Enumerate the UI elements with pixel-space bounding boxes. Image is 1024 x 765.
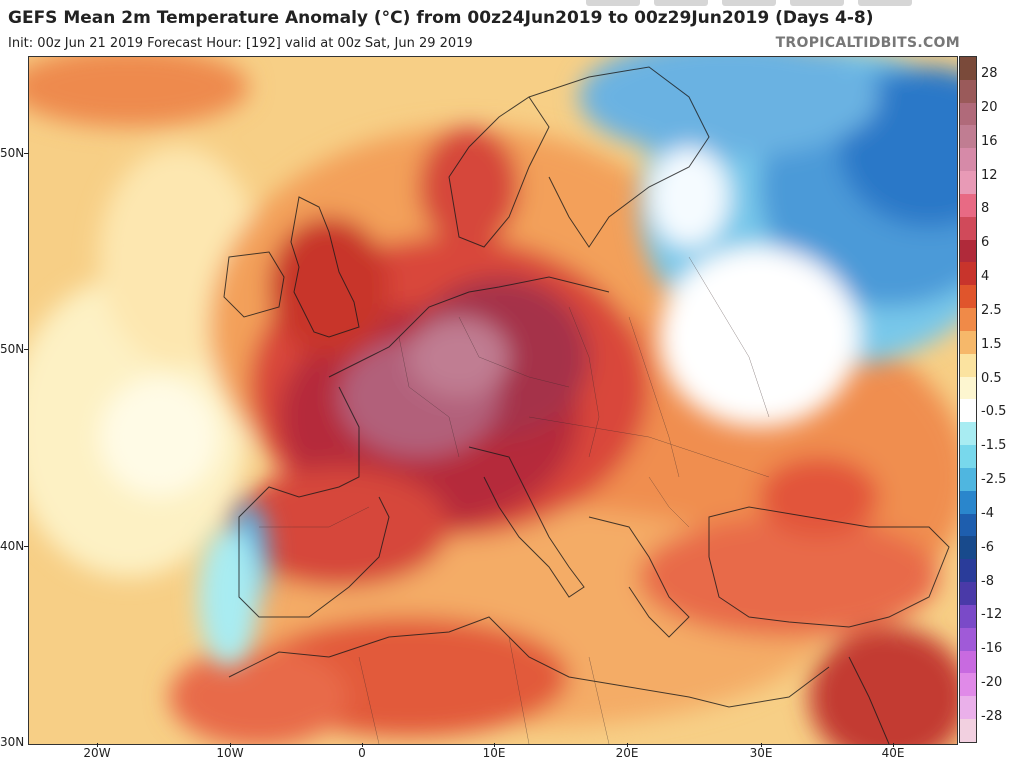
legend-swatch [960,171,976,194]
toolbar-tab[interactable] [722,0,776,6]
legend-swatch [960,125,976,149]
lon-tick [893,743,894,747]
lon-label-30e: 30E [749,746,773,760]
legend-label: -0.5 [981,404,1007,420]
anomaly-fields [29,57,957,744]
toolbar-tab[interactable] [586,0,640,6]
legend-swatch [960,239,976,263]
legend-label: 1.5 [981,336,1002,352]
legend-swatch [960,627,976,651]
legend-label: 0.5 [981,370,1002,386]
coastlines [223,66,950,744]
lon-label-20w: 20W [83,746,111,760]
cool-fields [99,57,957,667]
legend-swatch [960,445,976,468]
legend-label: -20 [981,675,1003,691]
legend-swatch [960,308,976,331]
legend-swatch [960,604,976,628]
legend-label: -28 [981,708,1003,724]
legend-swatch [960,673,976,697]
lat-label-30n: 30N [0,735,25,749]
lon-tick [494,743,495,747]
legend-swatch [960,148,976,172]
color-legend [959,56,977,743]
legend-swatch [960,582,976,605]
legend-label: -16 [981,641,1003,657]
legend-label: 20 [981,99,998,115]
legend-swatch [960,57,976,80]
lon-label-0: 0 [358,746,366,760]
legend-label: 16 [981,133,998,149]
anomaly-map [28,56,958,745]
legend-label: -8 [981,573,994,589]
legend-label: 4 [981,269,990,284]
legend-swatch [960,559,976,583]
legend-swatch [960,696,976,720]
toolbar-tab[interactable] [858,0,912,6]
map-title: GEFS Mean 2m Temperature Anomaly (°C) fr… [8,8,874,28]
lon-tick [627,743,628,747]
legend-label: -4 [981,505,994,521]
legend-swatch [960,467,976,491]
map-subtitle: Init: 00z Jun 21 2019 Forecast Hour: [19… [8,36,473,51]
legend-label: 2.5 [981,302,1002,318]
lon-label-20e: 20E [615,746,639,760]
legend-label: 6 [981,235,990,251]
legend-swatch [960,193,976,217]
legend-swatch [960,399,976,423]
toolbar-tab[interactable] [654,0,708,6]
legend-swatch [960,490,976,514]
legend-swatch [960,102,976,126]
lon-tick [761,743,762,747]
lon-label-10w: 10W [216,746,244,760]
lon-tick [362,743,363,747]
legend-label: 28 [981,66,998,81]
country-borders [259,256,770,744]
legend-swatch [960,330,976,354]
legend-label: -12 [981,607,1003,623]
legend-label: -2.5 [981,472,1007,488]
lon-label-10e: 10E [482,746,506,760]
lon-label-40e: 40E [881,746,905,760]
lat-label-50n: 50N [0,146,25,160]
legend-swatch [960,719,976,742]
lat-label-50n: 50N [0,342,25,356]
lat-tick [24,153,29,154]
legend-label: 8 [981,201,990,217]
lat-tick [24,349,29,350]
lon-tick [97,743,98,747]
anomaly-map-canvas [29,57,957,744]
legend-swatch [960,353,976,377]
source-watermark: TROPICALTIDBITS.COM [775,35,960,51]
legend-swatch [960,422,976,446]
top-toolbar-tabs [586,0,912,6]
legend-swatch [960,376,976,400]
legend-swatch [960,536,976,560]
lat-label-40n: 40N [0,539,25,553]
lat-tick [24,546,29,547]
legend-swatch [960,262,976,286]
legend-swatch [960,513,976,537]
legend-swatch [960,216,976,240]
legend-label: -1.5 [981,438,1007,454]
toolbar-tab[interactable] [790,0,844,6]
legend-label: -6 [981,539,994,555]
legend-swatch [960,79,976,103]
lon-tick [230,743,231,747]
legend-swatch [960,285,976,309]
legend-swatch [960,650,976,674]
legend-label: 12 [981,167,998,183]
